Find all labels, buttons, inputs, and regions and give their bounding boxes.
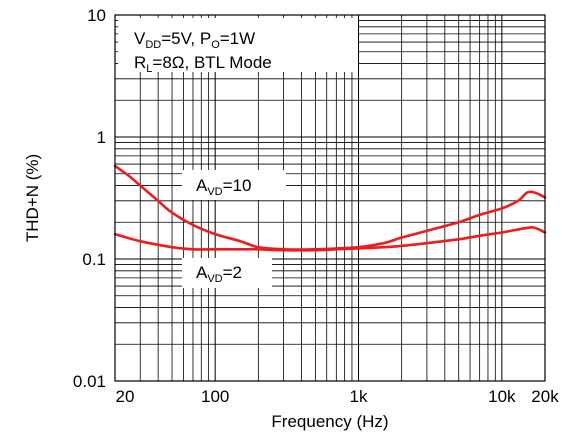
x-axis-title: Frequency (Hz): [271, 412, 388, 431]
x-tick-label: 20k: [531, 387, 559, 406]
y-tick-label: 10: [87, 6, 106, 25]
series-line-avd-2: [113, 226, 547, 252]
x-tick-label: 1k: [350, 387, 368, 406]
conditions-box: [118, 18, 358, 72]
x-tick-label: 100: [201, 387, 229, 406]
x-tick-labels: 20 100 1k 10k 20k: [116, 387, 560, 406]
y-tick-label: 0.01: [73, 372, 106, 391]
y-axis-title: THD+N (%): [23, 154, 42, 242]
y-tick-label: 0.1: [82, 250, 106, 269]
data-series: [113, 164, 547, 252]
y-tick-labels: 10 1 0.1 0.01: [73, 6, 106, 391]
y-tick-label: 1: [97, 128, 106, 147]
series-label-box-avd-2: [182, 258, 272, 288]
plot-frame: [114, 14, 546, 382]
conditions-line-1: VDD=5V, PO=1W: [134, 29, 255, 51]
x-tick-label: 10k: [488, 387, 516, 406]
x-tick-label: 20: [116, 387, 135, 406]
series-label-box-avd-10: [182, 170, 286, 200]
series-label-avd-10: AVD=10: [196, 176, 251, 198]
series-label-avd-2: AVD=2: [196, 263, 242, 285]
conditions-line-2: RL=8Ω, BTL Mode: [134, 53, 272, 75]
